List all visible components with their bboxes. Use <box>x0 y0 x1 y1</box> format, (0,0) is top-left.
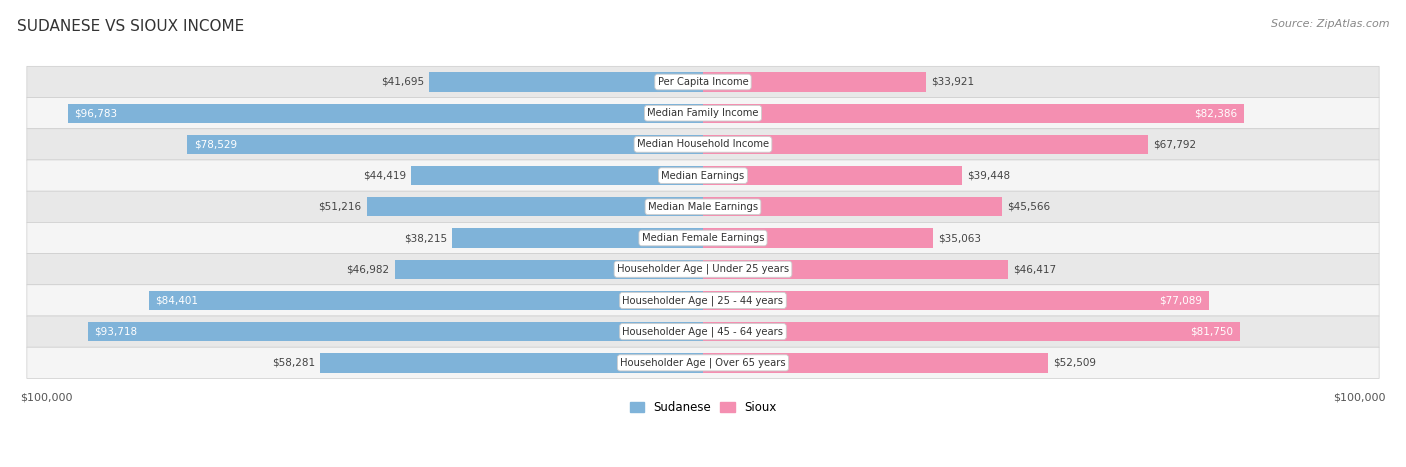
Text: Median Earnings: Median Earnings <box>661 170 745 181</box>
Bar <box>703 197 1002 217</box>
Text: Householder Age | Over 65 years: Householder Age | Over 65 years <box>620 358 786 368</box>
Text: Median Household Income: Median Household Income <box>637 140 769 149</box>
Text: $33,921: $33,921 <box>931 77 974 87</box>
Legend: Sudanese, Sioux: Sudanese, Sioux <box>624 396 782 419</box>
Text: SUDANESE VS SIOUX INCOME: SUDANESE VS SIOUX INCOME <box>17 19 245 34</box>
Bar <box>367 197 703 217</box>
Text: Householder Age | 45 - 64 years: Householder Age | 45 - 64 years <box>623 326 783 337</box>
Text: $45,566: $45,566 <box>1007 202 1050 212</box>
Text: Median Female Earnings: Median Female Earnings <box>641 233 765 243</box>
FancyBboxPatch shape <box>27 316 1379 347</box>
Text: $35,063: $35,063 <box>938 233 981 243</box>
Text: $46,417: $46,417 <box>1012 264 1056 274</box>
Text: $81,750: $81,750 <box>1189 326 1233 337</box>
Bar <box>703 291 1209 310</box>
FancyBboxPatch shape <box>27 222 1379 254</box>
Bar <box>149 291 703 310</box>
Bar <box>412 166 703 185</box>
Bar <box>187 134 703 154</box>
FancyBboxPatch shape <box>27 347 1379 379</box>
Text: $96,783: $96,783 <box>75 108 117 118</box>
FancyBboxPatch shape <box>27 254 1379 285</box>
Bar <box>67 104 703 123</box>
Bar <box>703 104 1244 123</box>
Text: $38,215: $38,215 <box>404 233 447 243</box>
Bar <box>703 134 1149 154</box>
FancyBboxPatch shape <box>27 66 1379 98</box>
Text: $82,386: $82,386 <box>1194 108 1237 118</box>
Text: $52,509: $52,509 <box>1053 358 1095 368</box>
Text: $39,448: $39,448 <box>967 170 1011 181</box>
Text: Householder Age | Under 25 years: Householder Age | Under 25 years <box>617 264 789 275</box>
Bar <box>703 260 1008 279</box>
FancyBboxPatch shape <box>27 191 1379 222</box>
Text: $77,089: $77,089 <box>1160 296 1202 305</box>
Text: $44,419: $44,419 <box>363 170 406 181</box>
Bar <box>703 228 934 248</box>
Bar <box>429 72 703 92</box>
Bar <box>703 166 962 185</box>
FancyBboxPatch shape <box>27 285 1379 316</box>
FancyBboxPatch shape <box>27 129 1379 160</box>
Bar <box>321 353 703 373</box>
Text: Median Family Income: Median Family Income <box>647 108 759 118</box>
Text: Householder Age | 25 - 44 years: Householder Age | 25 - 44 years <box>623 295 783 306</box>
FancyBboxPatch shape <box>27 98 1379 129</box>
Text: Median Male Earnings: Median Male Earnings <box>648 202 758 212</box>
Text: $93,718: $93,718 <box>94 326 138 337</box>
Bar <box>703 72 925 92</box>
FancyBboxPatch shape <box>27 160 1379 191</box>
Bar <box>453 228 703 248</box>
Text: $51,216: $51,216 <box>318 202 361 212</box>
Bar <box>703 353 1047 373</box>
Text: $67,792: $67,792 <box>1153 140 1197 149</box>
Text: $58,281: $58,281 <box>271 358 315 368</box>
Text: Per Capita Income: Per Capita Income <box>658 77 748 87</box>
Text: Source: ZipAtlas.com: Source: ZipAtlas.com <box>1271 19 1389 28</box>
Text: $46,982: $46,982 <box>346 264 389 274</box>
Bar <box>395 260 703 279</box>
Text: $84,401: $84,401 <box>156 296 198 305</box>
Text: $41,695: $41,695 <box>381 77 425 87</box>
Text: $78,529: $78,529 <box>194 140 238 149</box>
Bar <box>703 322 1240 341</box>
Bar <box>87 322 703 341</box>
